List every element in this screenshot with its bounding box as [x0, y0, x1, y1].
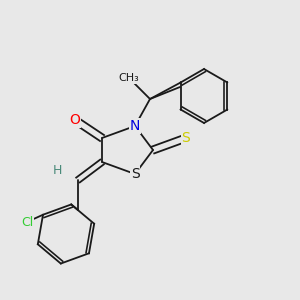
Text: Cl: Cl	[21, 215, 33, 229]
Text: N: N	[130, 119, 140, 133]
Text: S: S	[130, 167, 140, 181]
Text: CH₃: CH₃	[118, 73, 140, 83]
Text: S: S	[182, 131, 190, 145]
Text: H: H	[52, 164, 62, 178]
Text: O: O	[70, 113, 80, 127]
